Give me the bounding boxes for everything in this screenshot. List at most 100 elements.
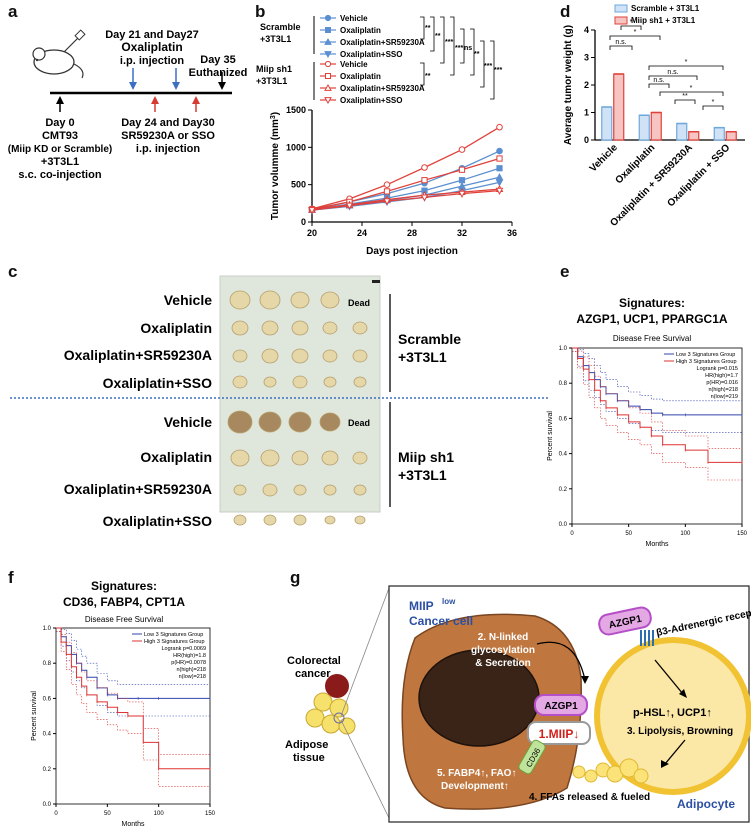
e-x-tick-label: 0 xyxy=(570,531,574,537)
b-y-tick-label: 1500 xyxy=(286,105,306,115)
b-y-tick-label: 500 xyxy=(291,180,306,190)
b-y-tick-label: 0 xyxy=(301,217,306,227)
c-tumor xyxy=(322,321,338,335)
c-tumor xyxy=(292,375,308,389)
g-step2-2: glycosylation xyxy=(471,645,535,656)
a-top-event-2: Oxaliplatin xyxy=(121,40,182,54)
b-sig-2: ** xyxy=(435,33,441,40)
g-step4: 4. FFAs released & fueled xyxy=(529,792,650,803)
b-x-tick-label: 24 xyxy=(357,228,367,238)
adipocyte-shape xyxy=(594,637,751,795)
b-x-tick-label: 32 xyxy=(457,228,467,238)
e-subtitle: Disease Free Survival xyxy=(613,334,691,343)
b-point xyxy=(420,194,429,202)
d-sig-4: n.s. xyxy=(653,77,664,84)
c-dead-1: Dead xyxy=(348,298,370,308)
scale-bar xyxy=(372,280,380,283)
a-day0-5: s.c. co-injection xyxy=(18,169,101,181)
f-x-tick-label: 0 xyxy=(54,811,58,817)
c-group-scramble-2: +3T3L1 xyxy=(398,349,447,365)
b-point xyxy=(496,123,503,131)
a-day24-2: SR59230A or SSO xyxy=(121,130,215,142)
c-tumor xyxy=(258,411,282,433)
d-bar xyxy=(601,106,613,141)
f-x-tick-label: 100 xyxy=(154,811,165,817)
b-point xyxy=(421,164,428,171)
f-ylabel: Percent survival xyxy=(31,691,38,741)
d-bar xyxy=(650,111,662,141)
f-y-tick-label: 1.0 xyxy=(43,626,52,632)
b-group-miip-2: +3T3L1 xyxy=(256,76,287,86)
d-x-tick-label: Oxaliplatin + SSO xyxy=(665,142,732,209)
b-sig-6: ** xyxy=(474,51,480,58)
c-tumor xyxy=(354,515,366,525)
f-stat: n(high)=218 xyxy=(176,667,206,673)
c-tumor xyxy=(233,514,247,526)
b-point xyxy=(345,202,354,210)
c-tumor xyxy=(290,291,310,309)
b-sig-9: ** xyxy=(425,73,431,80)
e-title-2: AZGP1, UCP1, PPARGC1A xyxy=(576,312,727,326)
a-day0-1: Day 0 xyxy=(45,117,74,129)
c-tumor xyxy=(291,320,309,336)
c-tumor xyxy=(352,321,368,335)
c-dead-2: Dead xyxy=(348,418,370,428)
f-x-tick-label: 150 xyxy=(205,811,216,817)
panel-g-mechanism-diagram: Colorectal cancer Adipose tissue AZGP1 A… xyxy=(285,585,751,823)
b-series-line xyxy=(311,189,500,211)
g-cancer-low: low xyxy=(442,597,456,606)
a-day24-3: i.p. injection xyxy=(136,143,200,155)
b-point xyxy=(496,155,503,162)
b-point xyxy=(421,177,428,184)
c-tumor xyxy=(293,514,307,526)
c-tumor xyxy=(233,484,247,496)
f-y-tick-label: 0.8 xyxy=(43,661,52,667)
c-tumor xyxy=(227,410,253,434)
b-legend-label: Oxaliplatin+SR59230A xyxy=(340,84,425,93)
b-legend-label: Vehicle xyxy=(340,14,368,23)
c-row-7: Oxaliplatin+SR59230A xyxy=(64,481,212,497)
e-stat: n(low)=219 xyxy=(711,394,738,400)
b-xlabel: Days post injection xyxy=(366,246,458,257)
e-y-tick-label: 0.0 xyxy=(559,522,568,528)
c-tumor xyxy=(263,514,277,526)
c-row-6: Oxaliplatin xyxy=(140,449,212,465)
e-stat: n(high)=218 xyxy=(708,387,738,393)
e-stat: HR(high)=1.7 xyxy=(705,373,738,379)
e-x-tick-label: 50 xyxy=(625,531,632,537)
b-legend-label: Vehicle xyxy=(340,60,368,69)
e-x-tick-label: 100 xyxy=(680,531,691,537)
b-point xyxy=(458,146,466,153)
b-sig-1: ** xyxy=(425,25,431,32)
b-legend-marker xyxy=(324,14,332,22)
d-ylabel: Average tumor weight (g) xyxy=(563,25,574,145)
f-stat: p(HR)=0.0078 xyxy=(171,660,206,666)
g-phsl: p-HSL↑, UCP1↑ xyxy=(633,707,712,719)
panel-label-e: e xyxy=(560,262,570,281)
e-stat: Logrank p=0.015 xyxy=(697,366,738,372)
e-xlabel: Months xyxy=(646,541,669,548)
b-series-line xyxy=(311,150,500,210)
c-group-miip-2: +3T3L1 xyxy=(398,467,447,483)
d-x-tick-label: Vehicle xyxy=(588,142,620,174)
panel-label-d: d xyxy=(560,2,571,21)
c-tumor xyxy=(353,376,367,388)
survival-chart-e: Signatures: AZGP1, UCP1, PPARGC1A Diseas… xyxy=(547,296,748,548)
b-point xyxy=(496,165,503,172)
d-sig-6: * xyxy=(685,59,688,66)
panel-label-c: c xyxy=(8,262,18,281)
b-legend-marker xyxy=(325,27,331,33)
f-ci-line xyxy=(56,631,210,717)
d-sig-1: n.s. xyxy=(615,39,626,46)
f-stat: n(low)=218 xyxy=(179,674,206,680)
c-tumor xyxy=(323,484,337,496)
mouse-icon xyxy=(32,29,86,79)
f-legend-label: Low 3 Signatures Group xyxy=(144,632,203,638)
d-bar xyxy=(725,131,737,141)
b-series-line xyxy=(311,126,500,210)
g-step2-1: 2. N-linked xyxy=(478,632,529,643)
a-day35-1: Day 35 xyxy=(200,54,235,66)
b-legend-marker xyxy=(324,51,332,59)
c-tumor xyxy=(291,348,309,364)
c-tumor xyxy=(260,449,280,467)
